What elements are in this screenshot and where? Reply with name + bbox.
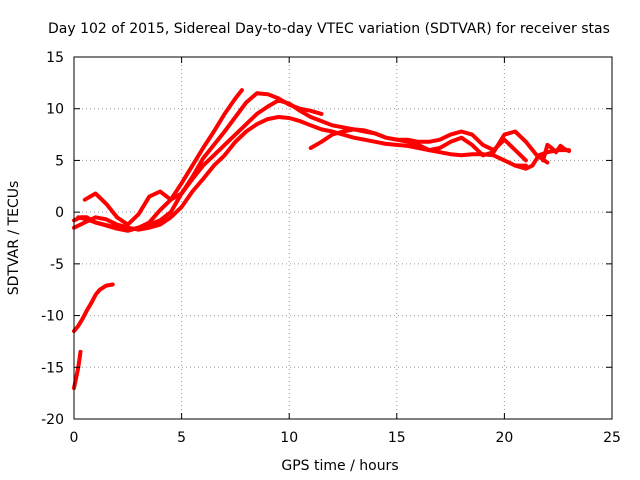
series-track-7 <box>308 127 550 165</box>
series-track-6 <box>82 98 528 227</box>
series-track-2 <box>72 282 115 334</box>
x-tick-label: 10 <box>280 430 298 446</box>
y-tick-label: -20 <box>41 412 64 428</box>
plot-frame <box>73 56 613 420</box>
ticks <box>73 56 613 420</box>
series-layer <box>72 88 571 390</box>
series-track-9 <box>541 142 571 163</box>
series-track-1 <box>72 349 83 390</box>
y-axis-label: SDTVAR / TECUs <box>6 181 22 296</box>
series-track-4 <box>76 91 324 232</box>
y-tick-label: 10 <box>46 102 64 118</box>
y-tick-label: -10 <box>41 309 64 325</box>
x-tick-label: 25 <box>603 430 621 446</box>
y-tick-label: 5 <box>55 153 64 169</box>
y-tick-label: 15 <box>46 50 64 66</box>
y-tick-label: -15 <box>41 360 64 376</box>
y-tick-label: -5 <box>50 257 64 273</box>
x-tick-label: 15 <box>388 430 406 446</box>
x-axis-label: GPS time / hours <box>281 458 398 474</box>
chart-title: Day 102 of 2015, Sidereal Day-to-day VTE… <box>48 21 610 37</box>
x-tick-label: 5 <box>177 430 186 446</box>
y-tick-label: 0 <box>55 205 64 221</box>
x-tick-label: 0 <box>70 430 79 446</box>
series-track-5 <box>72 115 528 232</box>
grid <box>74 57 612 419</box>
x-tick-label: 20 <box>495 430 513 446</box>
tick-labels: 0 5 10 15 20 25 -20 -15 -10 -5 0 5 10 15 <box>41 50 621 446</box>
